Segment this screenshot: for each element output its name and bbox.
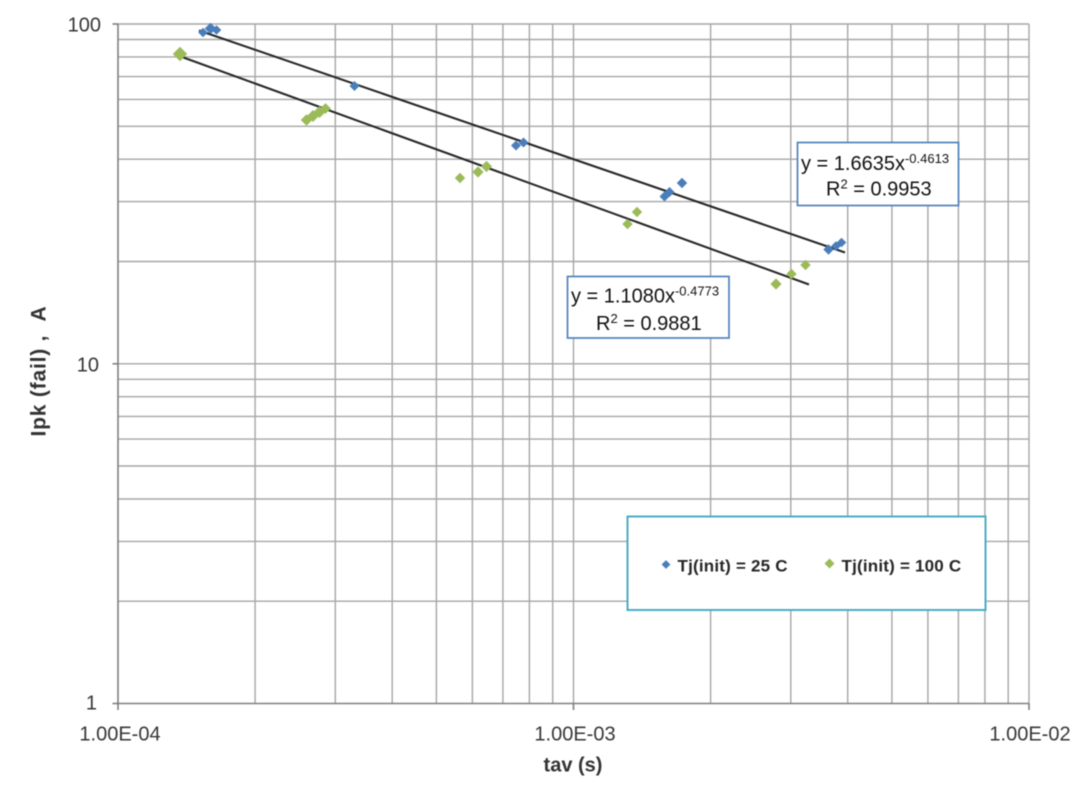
svg-text:1.00E-03: 1.00E-03 bbox=[534, 724, 615, 746]
svg-text:10: 10 bbox=[77, 355, 99, 377]
svg-text:Tj(init) = 100 C: Tj(init) = 100 C bbox=[842, 557, 962, 576]
svg-text:tav (s): tav (s) bbox=[544, 755, 603, 777]
svg-text:Ipk (fail) , A: Ipk (fail) , A bbox=[28, 305, 51, 436]
svg-text:100: 100 bbox=[68, 15, 101, 37]
svg-text:y = 1.6635x-0.4613: y = 1.6635x-0.4613 bbox=[801, 151, 949, 175]
svg-text:1: 1 bbox=[86, 693, 97, 715]
svg-text:y = 1.1080x-0.4773: y = 1.1080x-0.4773 bbox=[571, 284, 719, 308]
svg-text:Tj(init) = 25 C: Tj(init) = 25 C bbox=[678, 557, 788, 576]
svg-text:R2 = 0.9953: R2 = 0.9953 bbox=[826, 177, 932, 201]
svg-text:1.00E-02: 1.00E-02 bbox=[989, 724, 1070, 746]
svg-text:1.00E-04: 1.00E-04 bbox=[79, 724, 160, 746]
